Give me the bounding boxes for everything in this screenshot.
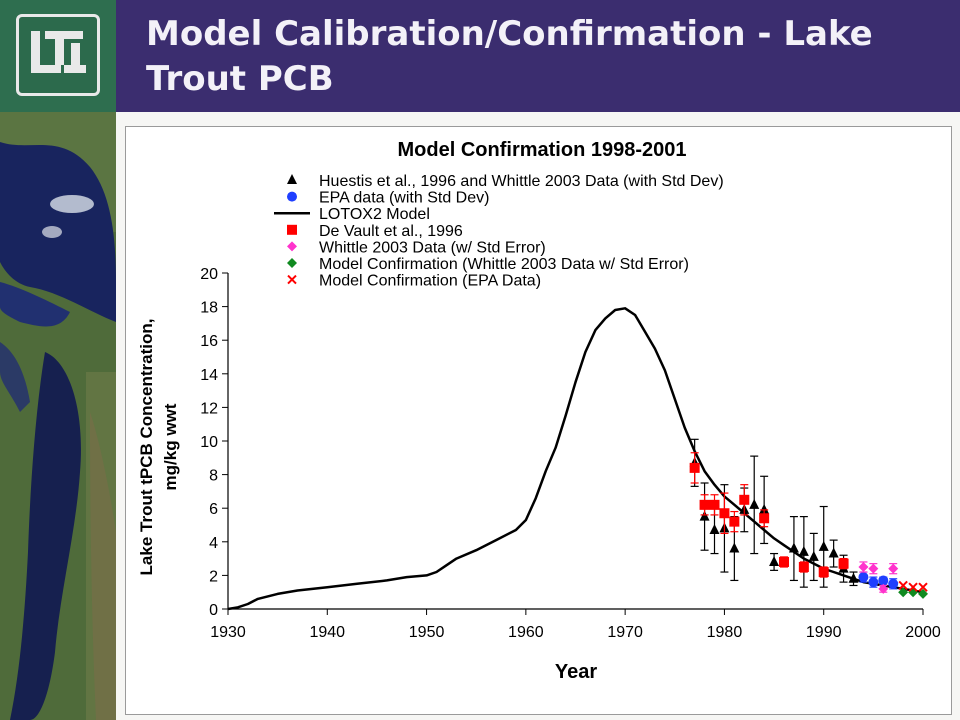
lti-logo-mark [31,31,86,73]
data-point [838,558,849,569]
lake-trout-pcb-chart: Model Confirmation 1998-2001 Huestis et … [137,139,941,683]
data-point [828,547,839,558]
y-axis-label-line-1: Lake Trout tPCB Concentration, [137,319,156,576]
data-point [729,516,740,527]
data-point [878,583,889,594]
legend-marker [287,241,297,252]
chart-plot-area [227,307,928,611]
data-point [779,556,789,567]
y-tick-label: 20 [200,266,218,283]
x-tick-label: 2000 [905,624,941,641]
y-tick-label: 18 [200,300,218,317]
data-point [898,580,908,591]
x-tick-label: 1950 [409,624,445,641]
slide-header: Model Calibration/Confirmation - Lake Tr… [0,0,960,112]
data-point [729,542,740,553]
legend-label: LOTOX2 Model [319,206,430,223]
y-tick-label: 8 [209,468,218,485]
x-tick-label: 1980 [707,624,743,641]
y-tick-label: 0 [209,602,218,619]
y-tick-label: 12 [200,400,218,417]
x-axis-label: Year [555,661,597,683]
data-point [759,503,770,514]
legend-marker [287,174,297,184]
data-point [769,555,780,566]
legend-marker [287,274,297,285]
y-axis-label-line-2: mg/kg wwt [161,403,180,490]
great-lakes-satellite-image [0,112,116,720]
data-point [788,542,799,553]
slide-title: Model Calibration/Confirmation - Lake Tr… [146,14,873,99]
y-tick-label: 16 [200,333,218,350]
data-point [739,494,750,505]
lti-logo [16,14,100,96]
data-point [918,582,928,592]
legend-marker [287,258,297,268]
legend-label: Whittle 2003 Data (w/ Std Error) [319,239,546,256]
legend-marker [287,224,297,235]
data-point [818,540,829,551]
chart-frame: Model Confirmation 1998-2001 Huestis et … [125,126,952,715]
data-point [818,567,829,578]
data-point [888,563,899,574]
x-tick-label: 1990 [806,624,842,641]
legend-label: Model Confirmation (Whittle 2003 Data w/… [319,256,689,273]
x-tick-label: 1930 [210,624,246,641]
data-point [699,499,710,510]
data-point [709,499,720,510]
chart-title: Model Confirmation 1998-2001 [398,139,687,161]
data-point [888,578,899,589]
data-point [848,572,859,583]
chart-legend: Huestis et al., 1996 and Whittle 2003 Da… [274,173,724,290]
data-point [719,508,730,519]
y-tick-label: 4 [209,535,218,552]
data-point [699,510,710,521]
lotox2-model-line [227,307,924,611]
x-tick-label: 1940 [309,624,345,641]
data-point [808,550,819,561]
x-tick-label: 1970 [607,624,643,641]
data-point [908,582,918,592]
data-point [749,498,760,509]
data-point [858,572,869,583]
legend-label: EPA data (with Std Dev) [319,190,489,207]
data-point [798,545,809,556]
data-point [709,524,720,535]
legend-marker [287,191,297,202]
data-point [798,562,809,572]
y-tick-label: 6 [209,501,218,518]
y-tick-label: 2 [209,568,218,585]
y-tick-label: 14 [200,367,218,384]
y-tick-label: 10 [200,434,218,451]
data-point [759,513,770,524]
data-point [918,588,928,599]
legend-label: Huestis et al., 1996 and Whittle 2003 Da… [319,173,724,190]
data-point [898,587,909,598]
chart-axes: 0 2 4 6 8 10 12 14 16 18 20 1930 1940 1950 1960 1970 198… [200,266,941,641]
data-point [689,462,700,473]
data-point [868,563,879,574]
data-point [858,562,869,572]
legend-label: Model Confirmation (EPA Data) [319,273,541,290]
data-point [868,577,879,588]
logo-panel [0,0,116,112]
x-tick-label: 1960 [508,624,544,641]
data-point [878,575,889,586]
legend-label: De Vault et al., 1996 [319,223,463,240]
